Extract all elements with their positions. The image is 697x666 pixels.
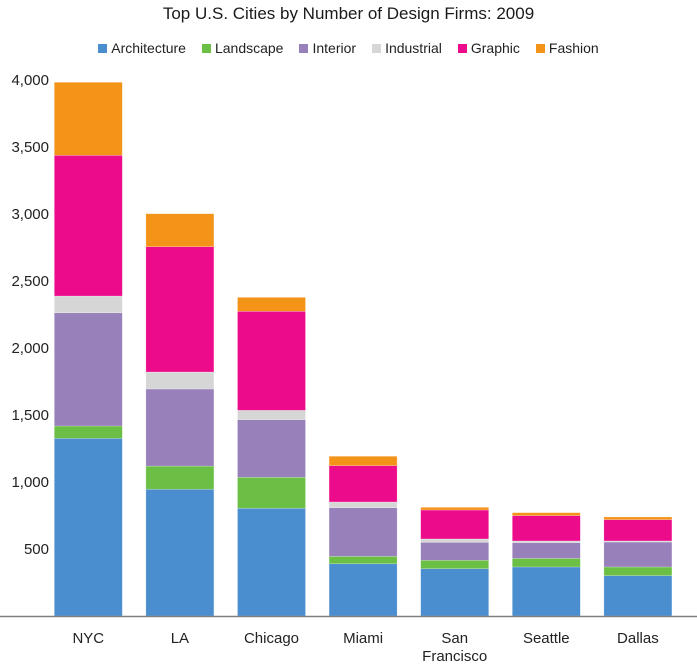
x-tick-label: Chicago <box>244 630 299 647</box>
bar-segment-fashion <box>53 81 123 156</box>
bar-stack-dallas <box>603 516 673 617</box>
legend-swatch <box>201 43 211 53</box>
legend-swatch <box>535 43 545 53</box>
bar-segment-graphic <box>145 246 215 373</box>
x-tick-label: NYC <box>72 630 104 647</box>
bar-segment-industrial <box>145 371 215 390</box>
bar-segment-graphic <box>328 465 398 503</box>
bar-segment-interior <box>328 507 398 557</box>
bar-segment-architecture <box>511 566 581 617</box>
y-axis-ticks: 500 1,000 1,500 2,000 2,500 3,000 3,500 4,000 <box>11 72 49 558</box>
bar-segment-fashion <box>328 455 398 466</box>
bar-segment-industrial <box>420 538 490 543</box>
bar-segment-interior <box>145 388 215 467</box>
legend-label: Fashion <box>548 40 599 56</box>
bar-segment-fashion <box>603 516 673 520</box>
bar-segment-industrial <box>511 540 581 544</box>
bar-segment-graphic <box>603 519 673 542</box>
bar-segment-landscape <box>511 558 581 568</box>
y-tick-label: 1,000 <box>11 474 49 491</box>
bar-stack-miami <box>328 455 398 617</box>
bar-segment-interior <box>511 542 581 559</box>
bar-stack-chicago <box>237 297 306 617</box>
y-tick-label: 3,000 <box>11 206 49 223</box>
bar-segment-industrial <box>237 410 306 420</box>
bar-segment-industrial <box>328 501 398 509</box>
y-tick-label: 4,000 <box>11 72 49 89</box>
chart-title: Top U.S. Cities by Number of Design Firm… <box>162 4 535 23</box>
x-tick-label: San <box>441 630 468 647</box>
bar-segment-graphic <box>237 310 306 411</box>
legend-item-architecture: Architecture <box>98 40 186 56</box>
bar-stack-seattle <box>511 512 581 617</box>
x-tick-label: Seattle <box>523 630 570 647</box>
bar-segment-graphic <box>420 509 490 540</box>
legend: Architecture Landscape Interior Industrial G… <box>0 40 697 56</box>
legend-label: Landscape <box>214 40 284 56</box>
y-tick-label: 500 <box>24 541 49 558</box>
bar-segment-fashion <box>145 213 215 247</box>
y-tick-label: 2,500 <box>11 273 49 290</box>
bar-stack-nyc <box>53 81 123 617</box>
y-tick-label: 3,500 <box>11 139 49 156</box>
bar-stack-la <box>145 213 215 617</box>
bar-segment-graphic <box>53 155 123 297</box>
bar-segment-architecture <box>145 488 215 617</box>
legend-swatch <box>98 43 108 53</box>
bar-segment-graphic <box>511 515 581 542</box>
y-tick-label: 1,500 <box>11 407 49 424</box>
legend-label: Architecture <box>111 40 186 56</box>
bar-segment-interior <box>53 312 123 427</box>
bar-segment-architecture <box>420 568 490 617</box>
bar-segment-fashion <box>511 512 581 516</box>
bar-segment-landscape <box>145 465 215 490</box>
bar-segment-landscape <box>237 477 306 509</box>
x-tick-label: Dallas <box>617 630 659 647</box>
bar-segment-architecture <box>237 507 306 617</box>
bar-segment-industrial <box>603 540 673 543</box>
bar-segment-industrial <box>53 295 123 314</box>
bars-layer <box>53 81 673 617</box>
bar-segment-architecture <box>53 438 123 617</box>
bar-segment-landscape <box>420 559 490 569</box>
bar-segment-architecture <box>603 575 673 617</box>
y-tick-label: 2,000 <box>11 340 49 357</box>
bar-segment-landscape <box>53 425 123 439</box>
legend-item-landscape: Landscape <box>201 40 284 56</box>
bar-segment-landscape <box>328 556 398 565</box>
bar-segment-architecture <box>328 563 398 617</box>
x-tick-label: Miami <box>343 630 383 647</box>
legend-item-fashion: Fashion <box>535 40 599 56</box>
x-tick-label: LA <box>171 630 189 647</box>
legend-swatch <box>299 43 309 53</box>
bar-segment-interior <box>603 541 673 568</box>
legend-item-graphic: Graphic <box>457 40 520 56</box>
bar-segment-fashion <box>420 507 490 511</box>
legend-label: Interior <box>312 40 357 56</box>
legend-label: Graphic <box>470 40 520 56</box>
legend-label: Industrial <box>385 40 442 56</box>
bar-segment-interior <box>420 541 490 561</box>
bar-segment-fashion <box>237 297 306 312</box>
bar-segment-landscape <box>603 566 673 576</box>
bar-stack-san-francisco <box>420 507 490 617</box>
legend-swatch <box>457 43 467 53</box>
legend-item-industrial: Industrial <box>372 40 442 56</box>
x-tick-label: Francisco <box>422 648 487 665</box>
legend-swatch <box>372 43 382 53</box>
bar-segment-interior <box>237 419 306 478</box>
legend-item-interior: Interior <box>299 40 356 56</box>
